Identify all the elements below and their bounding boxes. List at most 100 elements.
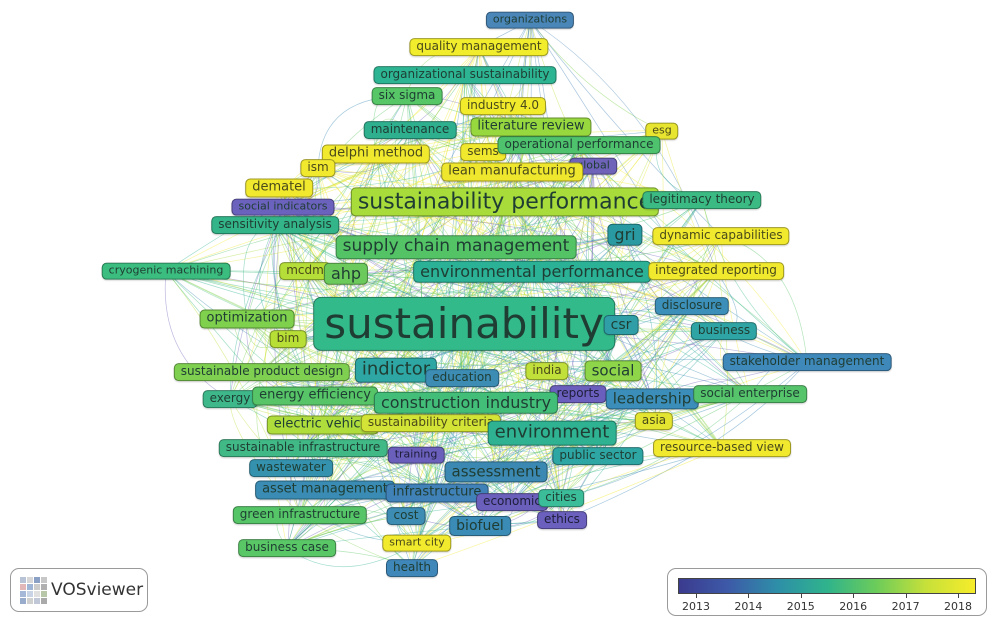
keyword-indictor[interactable]: indictor [354, 357, 438, 383]
keyword-legitimacy-theory[interactable]: legitimacy theory [642, 191, 762, 209]
keyword-delphi-method[interactable]: delphi method [321, 144, 431, 164]
logo-tile [41, 590, 47, 597]
keyword-organizational-sustainability[interactable]: organizational sustainability [373, 66, 557, 84]
keyword-disclosure[interactable]: disclosure [654, 297, 730, 315]
keyword-infrastructure[interactable]: infrastructure [385, 483, 489, 503]
keyword-resource-based-view[interactable]: resource-based view [653, 439, 791, 457]
link-line [165, 105, 504, 272]
logo-tile [41, 597, 47, 604]
keyword-sustainability[interactable]: sustainability [313, 296, 615, 352]
keyword-energy-efficiency[interactable]: energy efficiency [252, 386, 378, 406]
link-line [274, 144, 580, 226]
keyword-sustainable-product-design[interactable]: sustainable product design [173, 363, 351, 381]
link-line [551, 270, 717, 434]
keyword-ism[interactable]: ism [300, 159, 336, 177]
keyword-environmental-performance[interactable]: environmental performance [413, 260, 651, 284]
keyword-sustainability-performance[interactable]: sustainability performance [350, 187, 660, 217]
keyword-stakeholder-management[interactable]: stakeholder management [722, 353, 892, 371]
keyword-literature-review[interactable]: literature review [470, 117, 592, 137]
keyword-business-case[interactable]: business case [238, 539, 336, 557]
keyword-six-sigma[interactable]: six sigma [371, 87, 443, 105]
keyword-wastewater[interactable]: wastewater [249, 459, 333, 477]
keyword-cities[interactable]: cities [538, 489, 584, 507]
logo-tile [20, 590, 26, 597]
keyword-social[interactable]: social [584, 360, 642, 382]
keyword-electric-vehicle[interactable]: electric vehicle [266, 415, 380, 435]
vosviewer-logo: VOSviewer [10, 568, 148, 612]
link-line [701, 199, 808, 363]
link-line [317, 167, 356, 275]
keyword-sensitivity-analysis[interactable]: sensitivity analysis [211, 216, 339, 234]
legend-tick-label: 2017 [891, 600, 920, 613]
keyword-environment[interactable]: environment [487, 420, 617, 446]
keyword-training[interactable]: training [387, 446, 445, 464]
keyword-public-sector[interactable]: public sector [552, 447, 644, 465]
link-line [478, 46, 751, 395]
legend-tick-mark [958, 594, 959, 598]
keyword-bim[interactable]: bim [269, 330, 307, 348]
keyword-dematel[interactable]: dematel [245, 178, 313, 198]
link-line [405, 171, 513, 517]
keyword-health[interactable]: health [386, 559, 438, 577]
keyword-dynamic-capabilities[interactable]: dynamic capabilities [652, 227, 790, 245]
keyword-smart-city[interactable]: smart city [382, 534, 452, 552]
logo-tile [27, 583, 33, 590]
keyword-supply-chain-management[interactable]: supply chain management [335, 235, 577, 259]
link-line [720, 235, 751, 395]
logo-tile [27, 590, 33, 597]
keyword-sustainable-infrastructure[interactable]: sustainable infrastructure [218, 439, 388, 457]
keyword-ethics[interactable]: ethics [537, 511, 587, 529]
keyword-organizations[interactable]: organizations [485, 11, 575, 29]
logo-tile [27, 597, 33, 604]
keyword-business[interactable]: business [690, 322, 758, 340]
keyword-asia[interactable]: asia [634, 412, 674, 430]
logo-tile [41, 583, 47, 590]
keyword-green-infrastructure[interactable]: green infrastructure [232, 506, 368, 524]
link-line [375, 153, 599, 457]
keyword-integrated-reporting[interactable]: integrated reporting [648, 262, 784, 280]
keyword-asset-management[interactable]: asset management [255, 480, 395, 500]
link-line [560, 393, 751, 499]
keyword-biofuel[interactable]: biofuel [449, 515, 511, 537]
link-line [164, 270, 231, 400]
keyword-operational-performance[interactable]: operational performance [497, 136, 661, 154]
logo-tile [34, 590, 40, 597]
keyword-csr[interactable]: csr [603, 314, 639, 336]
keyword-education[interactable]: education [425, 369, 499, 387]
link-line [299, 398, 653, 516]
link-line [416, 305, 693, 544]
keyword-optimization[interactable]: optimization [199, 309, 295, 329]
legend-tick-mark [696, 594, 697, 598]
color-scale-bar [678, 578, 976, 594]
keyword-social-enterprise[interactable]: social enterprise [693, 385, 807, 403]
link-line [577, 305, 693, 395]
keyword-exergy[interactable]: exergy [202, 390, 258, 408]
link-line [286, 369, 397, 549]
link-line [282, 130, 663, 208]
keyword-cryogenic-machining[interactable]: cryogenic machining [101, 262, 231, 280]
keyword-india[interactable]: india [525, 362, 569, 380]
link-line [561, 270, 717, 521]
keyword-economic[interactable]: economic [476, 493, 548, 511]
link-line [304, 270, 417, 456]
keyword-sustainability-criteria[interactable]: sustainability criteria [360, 414, 502, 432]
keyword-maintenance[interactable]: maintenance [363, 121, 457, 139]
keyword-gri[interactable]: gri [607, 223, 643, 247]
keyword-esg[interactable]: esg [645, 122, 679, 140]
legend-tick-mark [800, 594, 802, 598]
vosviewer-icon [20, 576, 47, 604]
keyword-reports[interactable]: reports [549, 385, 607, 403]
keyword-assessment[interactable]: assessment [444, 461, 548, 483]
keyword-social-indicators[interactable]: social indicators [231, 198, 335, 216]
keyword-cost[interactable]: cost [386, 507, 426, 525]
keyword-ahp[interactable]: ahp [323, 262, 369, 286]
keyword-industry-4-0[interactable]: industry 4.0 [459, 97, 547, 115]
legend-tick-mark [905, 594, 907, 598]
logo-tile [34, 583, 40, 590]
keyword-quality-management[interactable]: quality management [409, 38, 549, 56]
logo-tile [34, 597, 40, 604]
keyword-construction-industry[interactable]: construction industry [373, 391, 559, 415]
keyword-lean-manufacturing[interactable]: lean manufacturing [441, 162, 583, 182]
keyword-leadership[interactable]: leadership [605, 388, 699, 410]
